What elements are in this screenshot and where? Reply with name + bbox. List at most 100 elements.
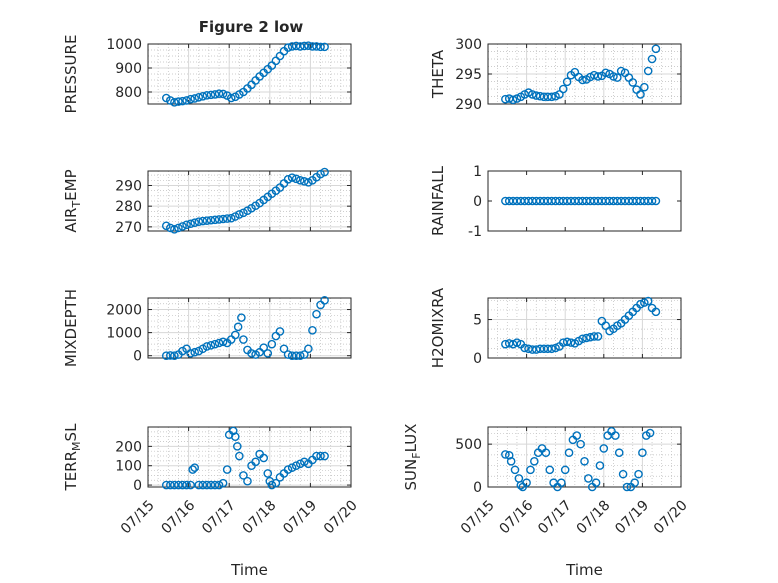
data-point [291,41,301,51]
xtick-label: 07/19 [612,497,652,537]
data-point [320,296,329,305]
xtick-label: 07/15 [118,497,158,537]
axes-frame [147,297,352,359]
data-point [182,480,191,490]
data-point [522,478,531,488]
ytick-label: 300 [455,37,482,53]
data-point [194,217,204,226]
figure-title: Figure 2 low [199,18,304,36]
data-point [562,77,572,87]
data-point [178,222,187,231]
data-point [636,299,645,309]
data-point [295,351,305,360]
data-point [230,212,240,221]
data-point [551,343,560,353]
data-point [300,350,309,359]
data-point [237,313,246,322]
data-point [645,428,655,438]
data-point [593,332,603,341]
data-point [640,298,649,307]
ytick-label: 295 [455,67,482,83]
data-point [230,432,240,441]
data-point [295,459,305,469]
data-point [235,451,244,461]
data-point [578,75,587,85]
data-point [564,448,574,458]
data-point [198,480,208,490]
data-point [251,457,260,467]
data-point [194,92,204,102]
data-point [636,90,645,99]
data-point [320,167,329,177]
data-point [291,461,301,471]
ytick-label: 900 [115,61,142,77]
data-point [287,463,297,472]
data-point [222,465,232,474]
data-point [202,91,212,100]
data-point [520,343,529,353]
data-point [166,480,175,490]
data-point [233,322,243,332]
ytick-label: 1000 [106,37,142,53]
data-point [593,72,603,81]
data-point [312,309,321,319]
data-point [566,338,576,347]
data-point [308,326,317,335]
data-point [316,451,325,461]
data-point [647,196,657,206]
data-point [283,350,293,359]
data-point [572,431,582,440]
ytick-label: 2000 [106,303,142,319]
ytick-label: 200 [115,439,142,455]
data-point [235,210,244,219]
data-point [263,469,273,478]
data-point [230,330,240,340]
ytick-label: 0 [473,351,482,367]
ytick-label: 0 [473,194,482,210]
data-point [283,465,293,474]
data-point [640,82,649,92]
xtick-label: 07/17 [535,497,575,537]
ylabel: PRESSURE [62,35,80,114]
data-point [547,92,556,102]
data-point [206,480,216,490]
data-point [210,215,220,225]
data-point [628,78,638,87]
data-point [582,333,591,343]
data-point [186,480,195,490]
data-point [589,332,599,341]
axes-frame [487,426,682,488]
axes-frame [147,43,352,105]
data-point [202,342,212,351]
data-point [267,480,277,490]
data-point [239,208,248,218]
data-point [174,97,183,106]
data-point [218,89,228,99]
data-point [618,469,628,479]
data-point [239,471,248,480]
data-point [622,482,632,492]
ylabel: H2OMIXRA [429,287,447,368]
xtick-label: 07/17 [199,497,239,537]
data-point [178,480,187,490]
data-point [526,465,535,475]
data-point [560,465,570,475]
data-point [218,214,228,224]
ylabel: RAINFALL [429,165,447,236]
data-point [198,216,208,226]
data-point [186,349,195,358]
ytick-label: 290 [115,178,142,194]
data-point [320,451,329,461]
data-point [214,89,224,98]
data-point [194,480,204,490]
data-point [613,73,622,82]
data-point [161,480,171,490]
data-point [316,169,325,179]
data-point [580,456,589,466]
data-point [304,41,313,50]
ylabel: SUNFLUX [402,424,423,491]
data-point [161,221,171,231]
data-point [206,90,216,100]
data-point [239,335,248,344]
